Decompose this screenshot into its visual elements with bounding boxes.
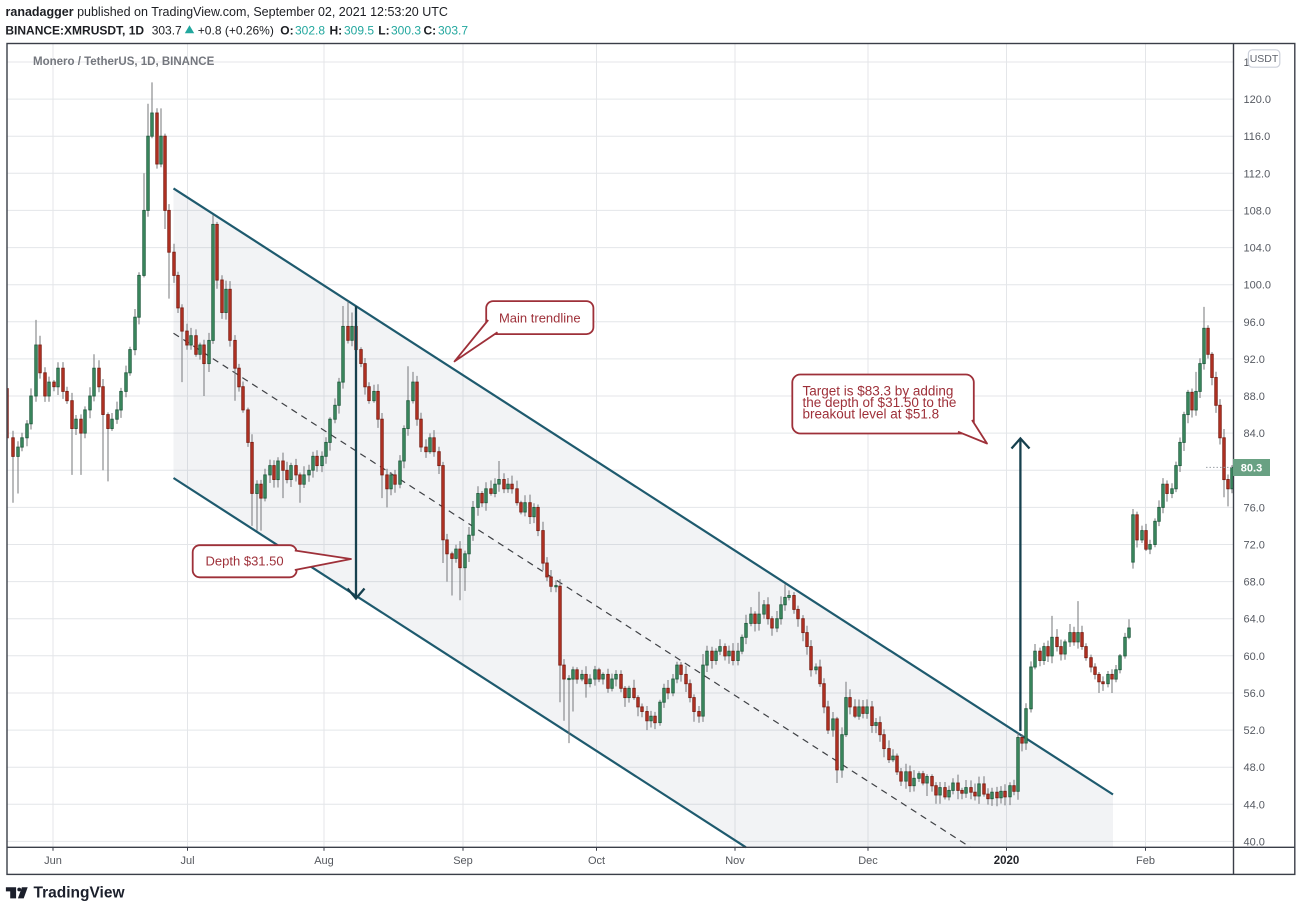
svg-text:60.0: 60.0 xyxy=(1244,651,1265,663)
svg-text:76.0: 76.0 xyxy=(1244,502,1265,514)
svg-text:Jul: Jul xyxy=(180,855,194,867)
svg-text:C:: C: xyxy=(424,24,437,38)
svg-text:309.5: 309.5 xyxy=(344,24,374,38)
svg-text:92.0: 92.0 xyxy=(1244,354,1265,366)
svg-text:68.0: 68.0 xyxy=(1244,577,1265,589)
svg-text:the depth of $31.50 to the: the depth of $31.50 to the xyxy=(803,395,957,410)
svg-text:104.0: 104.0 xyxy=(1244,243,1272,255)
svg-text:Jun: Jun xyxy=(44,855,62,867)
svg-text:Dec: Dec xyxy=(858,855,878,867)
svg-text:breakout level at $51.8: breakout level at $51.8 xyxy=(803,407,940,422)
svg-text:Feb: Feb xyxy=(1136,855,1155,867)
svg-text:302.8: 302.8 xyxy=(295,24,325,38)
svg-text:100.0: 100.0 xyxy=(1244,280,1272,292)
svg-text:Nov: Nov xyxy=(725,855,745,867)
svg-text:Monero / TetherUS, 1D, BINANCE: Monero / TetherUS, 1D, BINANCE xyxy=(33,56,215,68)
svg-text:40.0: 40.0 xyxy=(1244,836,1265,848)
svg-text:84.0: 84.0 xyxy=(1244,428,1265,440)
svg-text:+0.8 (+0.26%): +0.8 (+0.26%) xyxy=(198,24,274,38)
svg-text:Sep: Sep xyxy=(453,855,473,867)
svg-text:303.7: 303.7 xyxy=(438,24,468,38)
svg-text:TradingView: TradingView xyxy=(34,885,126,902)
svg-text:96.0: 96.0 xyxy=(1244,317,1265,329)
svg-text:2020: 2020 xyxy=(994,855,1020,867)
svg-text:H:: H: xyxy=(330,24,343,38)
svg-text:Depth $31.50: Depth $31.50 xyxy=(206,554,284,569)
svg-text:112.0: 112.0 xyxy=(1244,168,1271,180)
svg-text:52.0: 52.0 xyxy=(1244,725,1265,737)
svg-text:116.0: 116.0 xyxy=(1244,131,1271,143)
svg-text:303.7: 303.7 xyxy=(152,24,182,38)
svg-text:ranadagger published on Tradin: ranadagger published on TradingView.com,… xyxy=(6,5,448,19)
svg-text:Oct: Oct xyxy=(588,855,605,867)
svg-text:BINANCE:XMRUSDT, 1D: BINANCE:XMRUSDT, 1D xyxy=(5,24,144,38)
svg-text:O:: O: xyxy=(280,24,293,38)
svg-text:USDT: USDT xyxy=(1250,53,1279,65)
svg-text:80.3: 80.3 xyxy=(1241,463,1262,475)
svg-text:56.0: 56.0 xyxy=(1244,688,1265,700)
svg-text:Aug: Aug xyxy=(314,855,334,867)
svg-text:48.0: 48.0 xyxy=(1244,762,1265,774)
svg-text:88.0: 88.0 xyxy=(1244,391,1265,403)
svg-text:L:: L: xyxy=(378,24,389,38)
svg-text:64.0: 64.0 xyxy=(1244,614,1265,626)
svg-text:72.0: 72.0 xyxy=(1244,540,1265,552)
svg-text:108.0: 108.0 xyxy=(1244,205,1272,217)
svg-text:Main trendline: Main trendline xyxy=(499,310,581,325)
svg-text:120.0: 120.0 xyxy=(1244,94,1272,106)
svg-text:300.3: 300.3 xyxy=(391,24,421,38)
svg-text:Target is $83.3 by adding: Target is $83.3 by adding xyxy=(803,383,954,398)
svg-text:44.0: 44.0 xyxy=(1244,799,1265,811)
